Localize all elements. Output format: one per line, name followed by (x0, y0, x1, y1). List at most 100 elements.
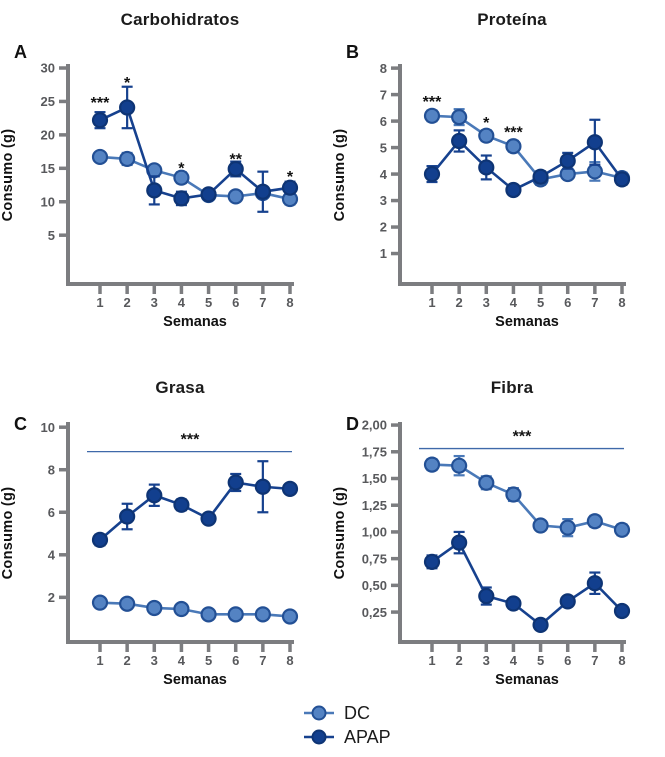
data-point (478, 474, 495, 491)
data-point (559, 519, 576, 536)
y-tick-label: 5 (48, 228, 55, 243)
data-point (200, 606, 217, 623)
apap-series-marker-icon (304, 729, 334, 745)
significance-stars: *** (513, 429, 532, 446)
data-point (532, 616, 549, 634)
x-axis-label: Semanas (495, 314, 559, 330)
data-point (281, 179, 299, 196)
x-tick-label: 5 (537, 653, 544, 668)
y-tick-label: 4 (48, 547, 56, 562)
data-point (478, 587, 495, 605)
panel-carbohidratos: Carbohidratos A Consumo (g) 5 10 15 20 25 30 1… (0, 0, 333, 345)
x-axis-label: Semanas (163, 672, 227, 688)
data-point (173, 169, 190, 186)
data-point (451, 132, 468, 150)
y-tick-label: 2 (48, 590, 55, 605)
x-tick-label: 4 (510, 295, 518, 310)
y-tick-label: 6 (380, 114, 387, 129)
y-tick-label: 1 (380, 246, 387, 261)
x-tick-label: 5 (205, 295, 212, 310)
y-tick-label: 25 (41, 94, 55, 109)
data-point (586, 513, 603, 530)
legend-label: APAP (344, 726, 391, 747)
legend-marker-dot (311, 729, 327, 745)
data-point (423, 107, 441, 124)
x-axis-label: Semanas (163, 314, 227, 330)
data-point (559, 152, 576, 169)
panel-title: Carbohidratos (120, 10, 240, 29)
dc-series-marker-icon (304, 705, 334, 721)
significance-stars: * (483, 115, 490, 132)
data-point (505, 181, 522, 199)
data-point (119, 150, 136, 168)
x-tick-label: 2 (124, 295, 131, 310)
panel-letter: A (14, 42, 27, 62)
data-point (532, 168, 549, 185)
x-tick-label: 3 (483, 295, 490, 310)
data-point (227, 606, 244, 623)
y-tick-label: 8 (48, 462, 55, 477)
data-point (505, 595, 522, 612)
data-point (119, 99, 136, 116)
y-tick-label: 2 (380, 220, 387, 235)
series-apap (91, 85, 299, 213)
data-point (281, 608, 299, 625)
data-point (613, 171, 631, 188)
x-tick-label: 2 (124, 653, 131, 668)
data-point (146, 599, 163, 617)
significance-stars: * (287, 169, 294, 186)
x-tick-label: 3 (151, 295, 158, 310)
legend-marker-dot (311, 705, 327, 721)
x-tick-label: 4 (510, 653, 518, 668)
y-tick-label: 2,00 (362, 418, 387, 433)
x-tick-label: 6 (232, 653, 239, 668)
data-point (91, 112, 109, 129)
data-point (281, 480, 299, 497)
data-point (227, 474, 244, 491)
data-point (423, 165, 441, 183)
x-tick-label: 6 (564, 295, 571, 310)
series-apap (423, 530, 631, 634)
x-tick-label: 8 (286, 295, 293, 310)
chart-canvas: 0,25 0,50 0,75 1,00 1,25 1,50 1,75 2,00 1 2 3 4 5 6 7 8… (362, 418, 631, 668)
significance-stars: *** (91, 95, 110, 112)
data-point (478, 127, 495, 144)
data-point (559, 593, 576, 610)
data-point (119, 508, 136, 525)
y-tick-label: 0,25 (362, 605, 387, 620)
data-point (146, 487, 163, 504)
legend-item-dc: DC (302, 701, 391, 725)
legend-label: DC (344, 702, 370, 723)
y-tick-label: 30 (41, 61, 55, 76)
data-point (200, 186, 217, 203)
data-point (586, 163, 603, 180)
y-tick-label: 7 (380, 87, 387, 102)
y-tick-label: 1,25 (362, 498, 387, 513)
panel-title: Grasa (155, 378, 205, 397)
data-point (451, 534, 468, 551)
y-tick-label: 8 (380, 61, 387, 76)
data-point (119, 595, 136, 612)
x-tick-label: 6 (232, 295, 239, 310)
y-tick-label: 1,00 (362, 525, 387, 540)
data-point (586, 134, 603, 151)
x-tick-label: 2 (456, 295, 463, 310)
panel-letter: D (346, 414, 359, 434)
x-tick-label: 7 (591, 295, 598, 310)
panel-proteina: Proteína B Consumo (g) 1 2 3 4 5 6 7 8 1 2 3 4 5 6 7 8 *… (332, 0, 665, 345)
significance-stars: * (178, 160, 185, 177)
data-point (532, 517, 549, 534)
panel-letter: C (14, 414, 27, 434)
x-tick-label: 6 (564, 653, 571, 668)
x-tick-label: 8 (618, 653, 625, 668)
x-tick-label: 8 (286, 653, 293, 668)
y-tick-label: 1,50 (362, 471, 387, 486)
data-point (423, 553, 441, 570)
data-point (505, 486, 522, 503)
panel-title: Fibra (490, 378, 534, 397)
data-point (505, 138, 522, 155)
x-tick-label: 8 (618, 295, 625, 310)
data-point (227, 188, 244, 205)
